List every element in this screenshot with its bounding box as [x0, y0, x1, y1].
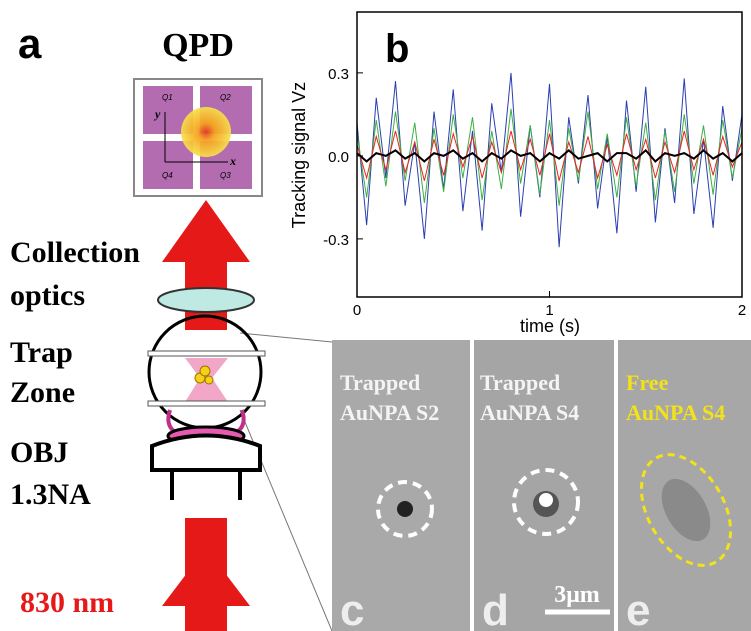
panel-label: d	[482, 586, 509, 631]
image-label: AuNPA S4	[480, 400, 579, 425]
x-tick-label: 1	[545, 302, 553, 319]
image-label: Free	[626, 370, 669, 395]
axis-label: x	[229, 154, 236, 168]
label: 1.3NA	[10, 478, 91, 511]
signal-line	[356, 148, 743, 163]
label: OBJ	[10, 436, 68, 469]
marker	[512, 468, 580, 536]
particle	[397, 501, 413, 517]
image-label: Trapped	[480, 370, 560, 395]
micrograph	[332, 340, 470, 631]
marker	[639, 453, 733, 567]
signal-line	[356, 72, 743, 248]
arrow-head	[162, 200, 250, 262]
x-tick-label: 2	[738, 302, 746, 319]
scale-label: 3μm	[554, 582, 600, 608]
y-tick-label: -0.3	[323, 232, 349, 249]
detector-label: QPD	[162, 27, 234, 64]
plot-frame	[356, 11, 743, 298]
panel-label: c	[340, 586, 364, 631]
panel-label: b	[385, 27, 409, 71]
image-label: Trapped	[340, 370, 420, 395]
particle	[204, 375, 214, 385]
axis-label: y	[153, 107, 161, 121]
signal-line	[356, 130, 743, 181]
label: optics	[10, 279, 85, 312]
label: Zone	[10, 376, 75, 409]
quadrant-label: Q1	[162, 93, 173, 102]
chart: -0.3 0.0 0.3 0 1 2	[323, 66, 746, 319]
arrow-head	[162, 548, 250, 606]
objective	[150, 433, 262, 470]
y-axis-label: Tracking signal Vz	[289, 82, 309, 228]
label: Collection	[10, 236, 140, 269]
micrograph	[474, 340, 614, 631]
particle	[199, 365, 211, 377]
beam-spot	[181, 107, 231, 157]
particle	[661, 478, 711, 542]
particle	[539, 493, 553, 507]
image-label: AuNPA S2	[340, 400, 439, 425]
x-axis-label: time (s)	[520, 316, 580, 336]
objective	[170, 470, 242, 500]
zoom-line	[239, 332, 333, 343]
x-tick-label: 0	[353, 302, 361, 319]
quadrant-label: Q3	[220, 171, 231, 180]
label: Trap	[10, 336, 73, 369]
slide	[147, 400, 266, 407]
wavelength: 830 nm	[20, 586, 114, 619]
slide	[147, 350, 266, 357]
y-tick-label: 0.0	[328, 149, 349, 166]
quadrant-label: Q4	[162, 171, 173, 180]
signal-line	[356, 108, 743, 206]
quadrant	[143, 141, 193, 189]
panel-label: e	[626, 586, 650, 631]
image-label: AuNPA S4	[626, 400, 725, 425]
lens	[157, 287, 255, 313]
marker	[376, 480, 434, 538]
y-tick-label: 0.3	[328, 66, 349, 83]
quadrant-label: Q2	[220, 93, 231, 102]
panel-label: a	[18, 20, 42, 67]
